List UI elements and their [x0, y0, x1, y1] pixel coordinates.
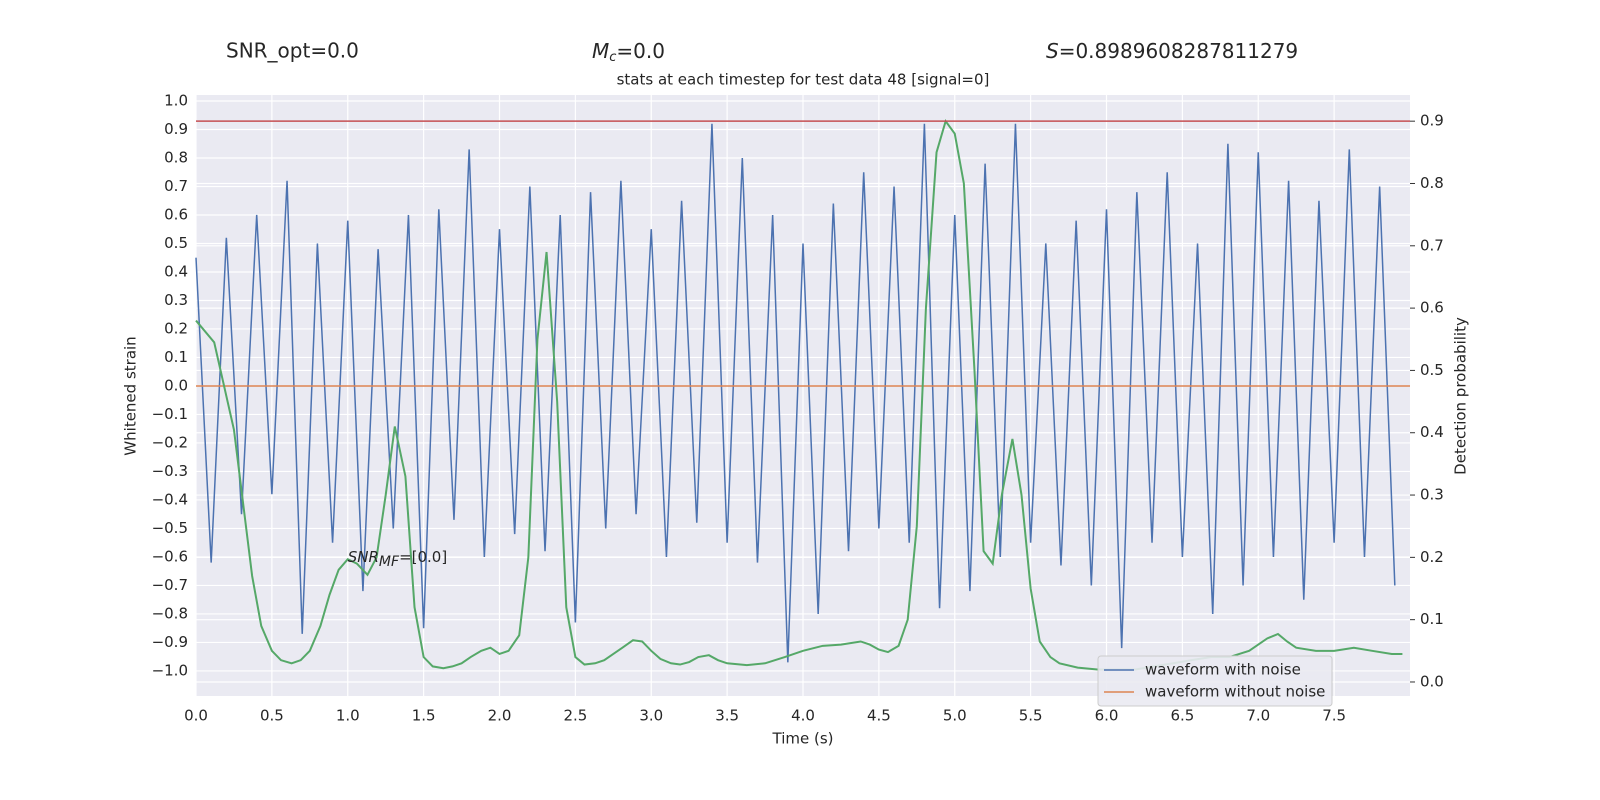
- chart-title: stats at each timestep for test data 48 …: [617, 71, 990, 89]
- x-tick-label: 4.5: [867, 707, 891, 725]
- y-tick-label: 0.2: [164, 319, 188, 337]
- annotation-rest: =[0.0]: [399, 547, 447, 565]
- x-tick-label: 1.5: [412, 707, 436, 725]
- header-s: S=0.8989608287811279: [1046, 39, 1298, 63]
- series-line: [195, 123, 1396, 663]
- y-tick-label: 0.9: [164, 120, 188, 138]
- x-tick-label: 7.5: [1322, 707, 1346, 725]
- x-tick-label: 6.5: [1170, 707, 1194, 725]
- y2-tick-label: 0.3: [1420, 486, 1444, 504]
- x-tick-label: 3.5: [715, 707, 739, 725]
- y-tick-label: 0.8: [164, 148, 188, 166]
- header-mc: Mc=0.0: [592, 39, 665, 65]
- y2-tick-label: 0.8: [1420, 174, 1444, 192]
- legend-box: [1097, 655, 1333, 707]
- x-tick-label: 6.0: [1095, 707, 1119, 725]
- y-tick-label: 0.4: [164, 262, 188, 280]
- y-tick-label: −0.2: [152, 433, 188, 451]
- y-tick-label: −1.0: [152, 661, 188, 679]
- s-rest: =0.8989608287811279: [1059, 39, 1298, 63]
- mc-sub: c: [609, 50, 616, 65]
- x-tick-label: 1.0: [336, 707, 360, 725]
- mc-base: M: [592, 39, 609, 63]
- y-tick-label: 0.1: [164, 348, 188, 366]
- s-base: S: [1046, 39, 1059, 63]
- y2-tick-label: 0.4: [1420, 423, 1444, 441]
- legend-label: waveform with noise: [1145, 661, 1301, 679]
- x-tick-label: 0.5: [260, 707, 284, 725]
- y-tick-label: −0.1: [152, 405, 188, 423]
- x-tick-label: 5.0: [943, 707, 967, 725]
- x-tick-label: 5.5: [1019, 707, 1043, 725]
- y2-tick-label: 0.2: [1420, 548, 1444, 566]
- y-tick-label: −0.4: [152, 490, 188, 508]
- y2-tick-label: 0.6: [1420, 299, 1444, 317]
- y-tick-label: −0.7: [152, 576, 188, 594]
- y-tick-label: 0.3: [164, 291, 188, 309]
- legend-label: waveform without noise: [1145, 683, 1325, 701]
- x-tick-label: 0.0: [184, 707, 208, 725]
- y-tick-label: 0.7: [164, 177, 188, 195]
- annotation: SNRMF=[0.0]: [348, 547, 447, 570]
- y2-tick-label: 0.0: [1420, 672, 1444, 690]
- y2-tick-label: 0.9: [1420, 112, 1444, 130]
- x-tick-label: 4.0: [791, 707, 815, 725]
- header-snr-opt: SNR_opt=0.0: [226, 39, 359, 63]
- mc-rest: =0.0: [616, 39, 665, 63]
- x-tick-label: 2.5: [563, 707, 587, 725]
- y2-tick-label: 0.5: [1420, 361, 1444, 379]
- y-tick-label: 0.5: [164, 234, 188, 252]
- x-tick-label: 2.0: [488, 707, 512, 725]
- y-tick-label: −0.3: [152, 462, 188, 480]
- y2-axis-label: Detection probability: [1452, 317, 1470, 475]
- y2-tick-label: 0.1: [1420, 610, 1444, 628]
- y2-tick-label: 0.7: [1420, 236, 1444, 254]
- y-tick-label: 0.6: [164, 205, 188, 223]
- x-tick-label: 7.0: [1246, 707, 1270, 725]
- y-tick-label: −0.8: [152, 604, 188, 622]
- y-tick-label: −0.9: [152, 633, 188, 651]
- y-tick-label: 0.0: [164, 376, 188, 394]
- y-tick-label: 1.0: [164, 91, 188, 109]
- y-tick-label: −0.6: [152, 547, 188, 565]
- annotation-sub: MF: [379, 554, 400, 570]
- annotation-base: SNR: [348, 547, 379, 565]
- y-axis-label: Whitened strain: [122, 336, 140, 455]
- x-axis-label: Time (s): [772, 730, 834, 748]
- x-tick-label: 3.0: [639, 707, 663, 725]
- y-tick-label: −0.5: [152, 519, 188, 537]
